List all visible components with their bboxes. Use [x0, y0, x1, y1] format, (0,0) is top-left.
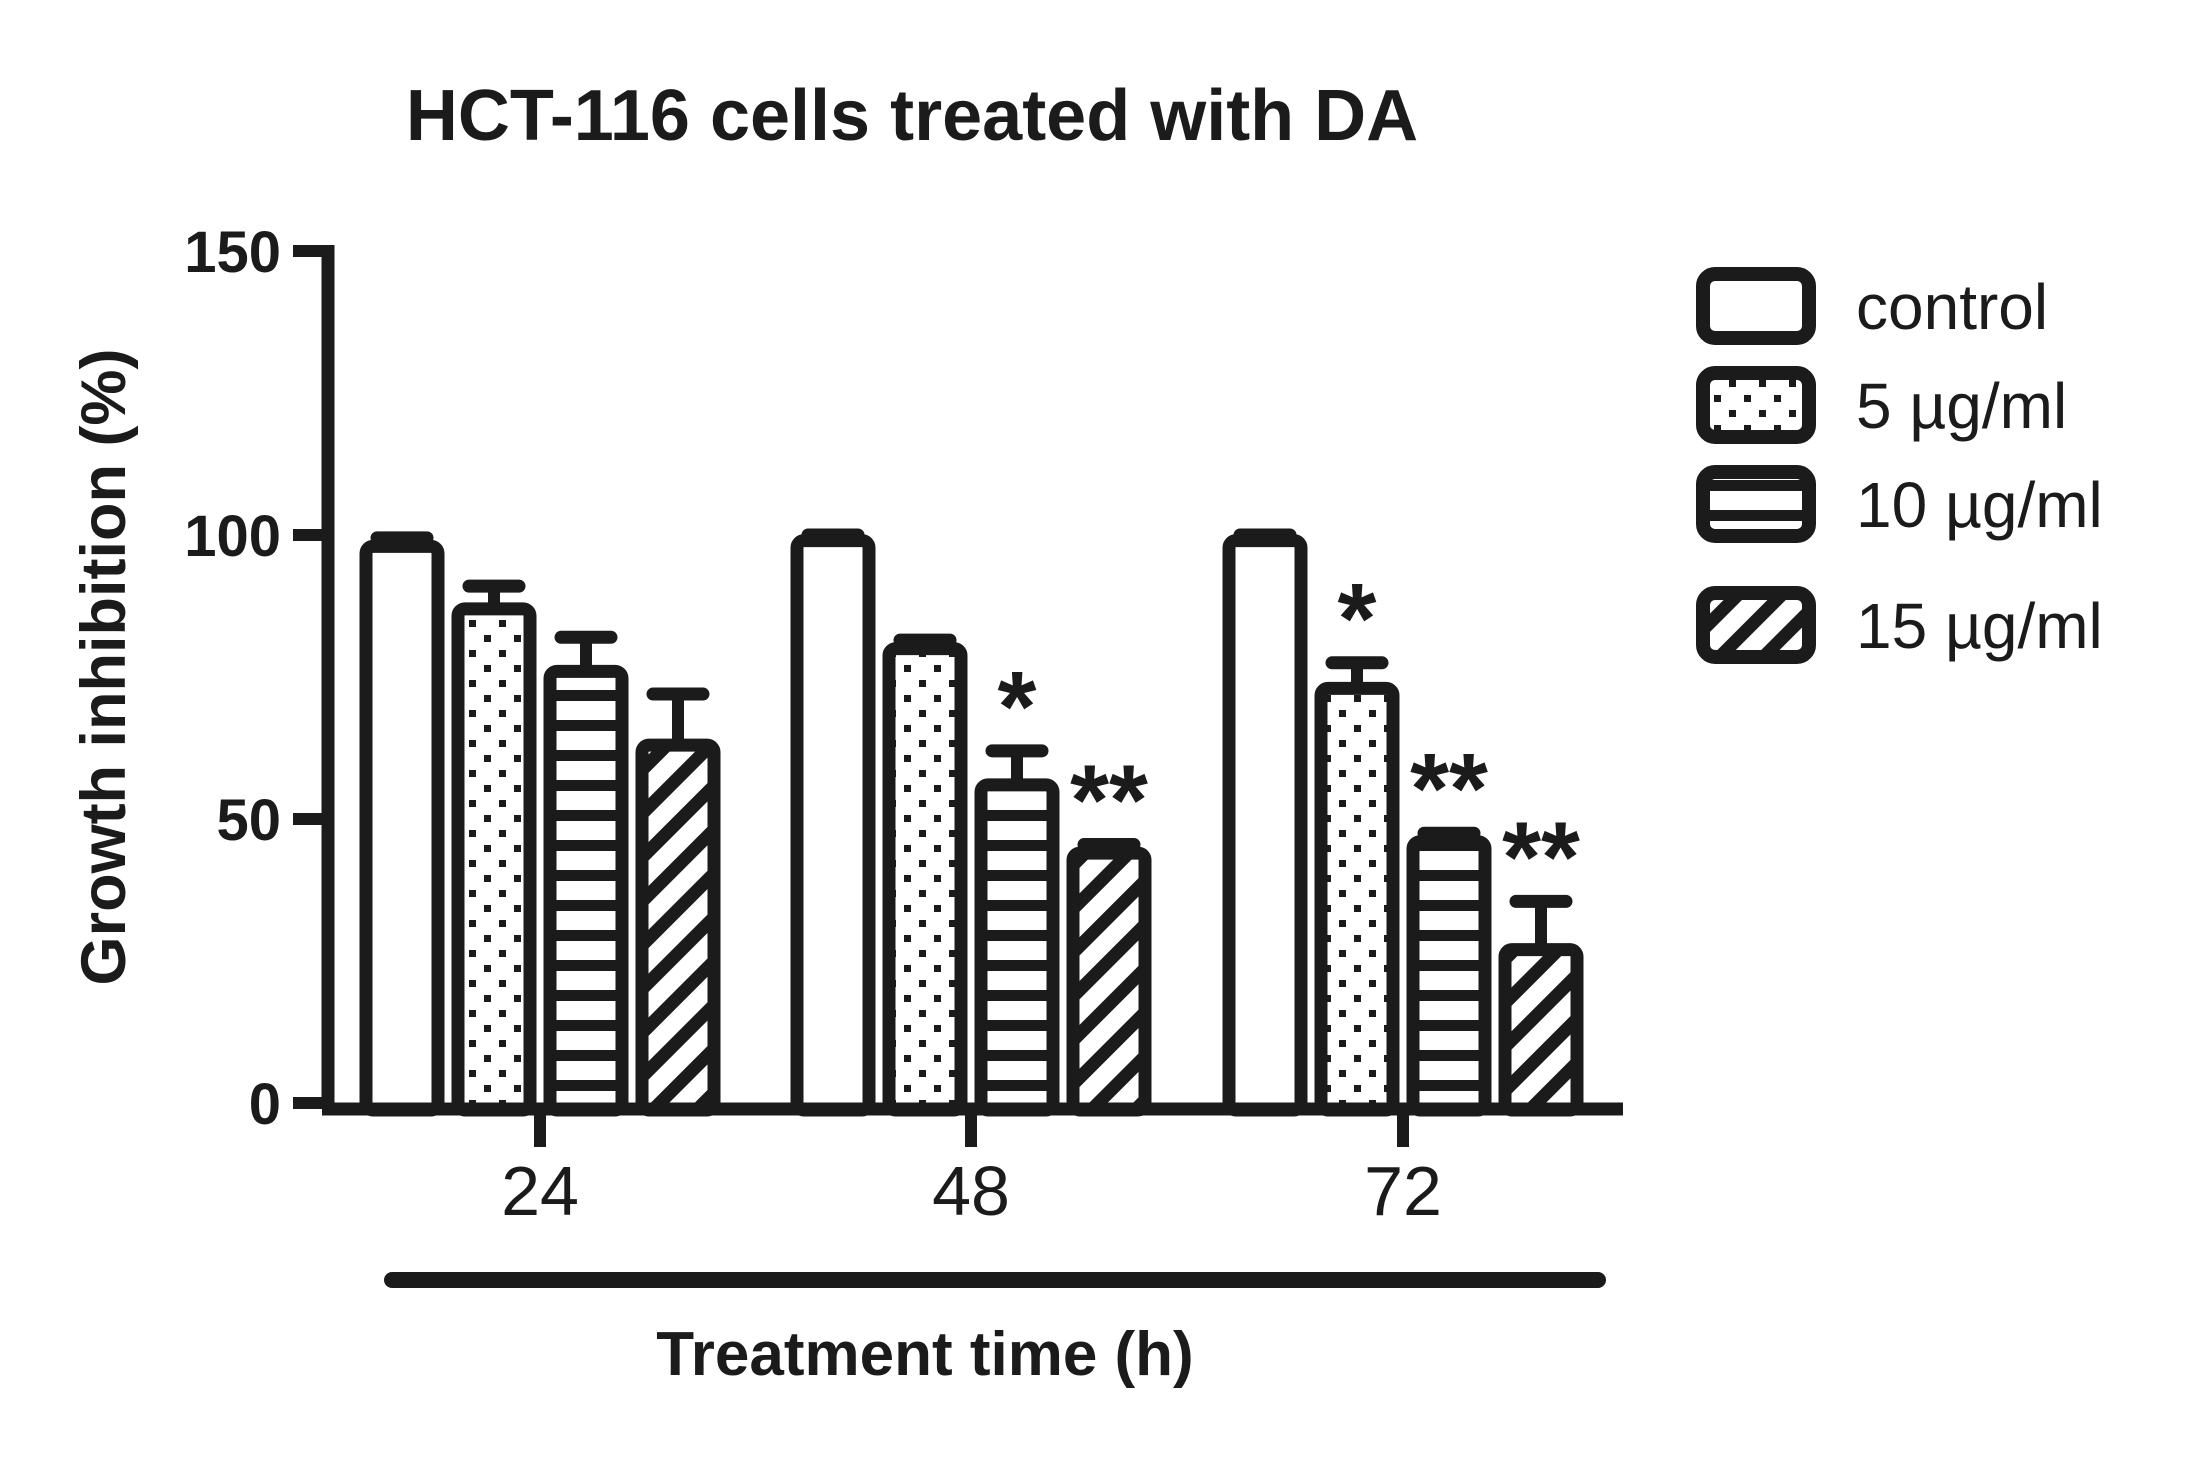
bar-group-72h-15gml: **	[1498, 801, 1584, 1117]
bar	[1066, 846, 1152, 1117]
legend-item-diagonal: 15 µg/ml	[1696, 586, 2103, 664]
bar	[1314, 681, 1400, 1117]
chart-title: HCT-116 cells treated with DA	[406, 76, 1418, 156]
bar	[1222, 534, 1308, 1117]
y-tick-label-50: 50	[216, 788, 281, 853]
x-category-label-48: 48	[932, 1152, 1010, 1230]
diagonal-swatch	[1696, 586, 1816, 664]
legend-label-plain: control	[1856, 271, 2048, 343]
y-axis-title: Growth inhibition (%)	[69, 349, 139, 986]
dots-swatch	[1696, 366, 1816, 444]
x-axis-title: Treatment time (h)	[656, 1320, 1193, 1389]
bar	[451, 602, 537, 1117]
x-category-label-72: 72	[1364, 1152, 1442, 1230]
legend-label-hlines: 10 µg/ml	[1856, 469, 2103, 541]
bar-group-24h-10gml	[543, 630, 629, 1117]
significance-stars: **	[1502, 801, 1580, 913]
bar-group-48h-control	[790, 528, 876, 1117]
significance-stars: *	[998, 651, 1037, 763]
bar-group-72h-control	[1222, 528, 1308, 1117]
y-tick-label-0: 0	[249, 1072, 281, 1137]
significance-stars: **	[1410, 733, 1488, 845]
bar-group-48h-10gml: *	[974, 651, 1060, 1117]
bar	[1498, 943, 1584, 1117]
bar	[635, 738, 721, 1117]
plain-swatch	[1696, 267, 1816, 345]
bar-group-48h-15gml: **	[1066, 745, 1152, 1117]
bar-group-24h-15gml	[635, 687, 721, 1117]
significance-stars: *	[1338, 563, 1377, 675]
bar	[974, 778, 1060, 1117]
bars-layer: ********	[359, 528, 1584, 1117]
bar-group-24h-control	[359, 531, 445, 1117]
bar	[1406, 835, 1492, 1117]
bar	[543, 664, 629, 1117]
significance-stars: **	[1070, 745, 1148, 857]
bar	[359, 539, 445, 1117]
axes	[321, 245, 1623, 1116]
bar	[790, 534, 876, 1117]
legend-item-hlines: 10 µg/ml	[1696, 465, 2103, 543]
legend-item-dots: 5 µg/ml	[1696, 366, 2067, 444]
legend-label-dots: 5 µg/ml	[1856, 370, 2067, 442]
bar-group-24h-5gml	[451, 579, 537, 1117]
y-tick-label-150: 150	[184, 220, 281, 285]
y-tick-label-100: 100	[184, 504, 281, 569]
bar-group-72h-10gml: **	[1406, 733, 1492, 1117]
x-category-label-24: 24	[501, 1152, 579, 1230]
legend-label-diagonal: 15 µg/ml	[1856, 590, 2103, 662]
ticks-layer: 0 50 100 150 24 48 72	[184, 220, 1442, 1230]
legend: control 5 µg/ml 10 µg/ml 15 µg/ml	[1696, 267, 2103, 664]
legend-item-plain: control	[1696, 267, 2048, 345]
hlines-swatch	[1696, 465, 1816, 543]
bar-group-72h-5gml: *	[1314, 563, 1400, 1117]
bar-group-48h-5gml	[882, 633, 968, 1117]
bar	[882, 642, 968, 1117]
